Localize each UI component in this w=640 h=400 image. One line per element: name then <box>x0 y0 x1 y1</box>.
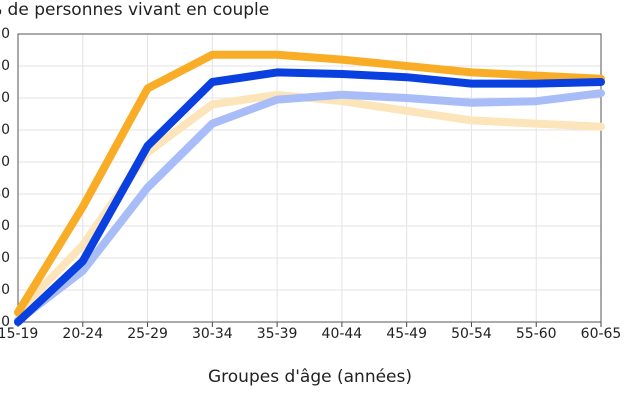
y-tick-label: 10 <box>0 282 10 298</box>
data-line <box>14 89 605 325</box>
x-tick-label: 25-29 <box>127 326 168 342</box>
y-tick-label: 70 <box>0 90 10 106</box>
data-line <box>14 68 605 326</box>
x-tick-label: 40-44 <box>322 326 363 342</box>
y-tick-label: 80 <box>0 58 10 74</box>
y-tick-label: 30 <box>0 218 10 234</box>
x-tick-label: 50-54 <box>451 326 492 342</box>
x-tick-label: 30-34 <box>192 326 233 342</box>
x-tick-label: 35-39 <box>257 326 298 342</box>
y-tick-label: 50 <box>0 154 10 170</box>
plot-frame <box>17 33 602 323</box>
data-line <box>14 90 605 317</box>
y-tick-label: 60 <box>0 122 10 138</box>
chart-title: % de personnes vivant en couple <box>0 0 269 20</box>
x-tick-label: 20-24 <box>62 326 103 342</box>
data-line <box>14 50 605 317</box>
x-tick-label: 45-49 <box>386 326 427 342</box>
y-tick-label: 20 <box>0 250 10 266</box>
x-tick-label: 55-60 <box>516 326 557 342</box>
x-axis-label: Groupes d'âge (années) <box>208 367 412 387</box>
x-tick-label: 60-65 <box>581 326 622 342</box>
x-tick-label: 15-19 <box>0 326 38 342</box>
y-tick-label: 90 <box>0 26 10 42</box>
y-tick-label: 40 <box>0 186 10 202</box>
y-tick-label: 0 <box>1 314 10 330</box>
